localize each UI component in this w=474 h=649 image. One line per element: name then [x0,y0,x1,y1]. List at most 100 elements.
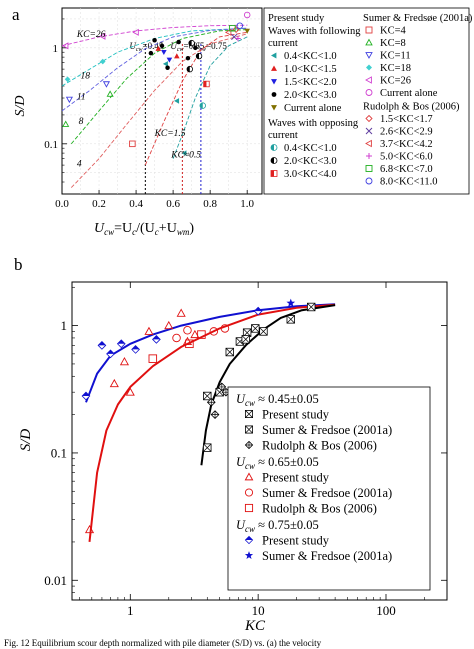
data-point [152,335,161,340]
legend-item-label: Current alone [284,103,342,114]
legend-marker [365,26,373,34]
legend-frame [227,386,431,591]
legend-item-label: 0.4<KC<1.0 [284,143,337,154]
legend-item-label: 5.0<KC<6.0 [380,152,433,163]
x-tick-label: 0.6 [166,198,180,210]
data-point [203,443,212,452]
legend-title: Sumer & Fredsøe (2001a) [363,13,473,24]
legend-item-label: KC=4 [380,26,407,37]
kc-label: 11 [77,92,86,102]
data-point [254,307,262,312]
legend-item-label: 3.0<KC<4.0 [284,169,337,180]
legend-marker [245,536,253,540]
data-point [62,120,70,127]
fit-curve [61,27,248,87]
data-point [211,410,219,419]
x-tick-label: 1 [127,603,134,618]
panel-a-y-axis-label: S/D [13,96,28,117]
x-tick-label: 0.0 [55,198,69,210]
x-tick-label: 100 [376,603,396,618]
legend-marker [366,153,372,159]
legend-title: Rudolph & Bos (2006) [363,102,460,113]
data-point [152,37,157,43]
data-point [243,11,251,19]
panel-a-kc-labels: KC=26 18 11 8 4 KC=1.5 KC≈0.5 [76,30,201,170]
legend-item-label: 1.5<KC<2.0 [284,77,337,88]
x-tick-label: 1.0 [240,198,254,210]
panel-b-plot-frame [71,281,448,601]
data-point [144,326,154,335]
data-point [174,98,180,104]
fit-curve [61,27,248,112]
legend-item-label: Current alone [380,88,438,99]
panel-a-x-axis-label: Ucw=Uc/(Uc+Uwm) [94,221,194,237]
data-point [193,45,198,51]
kc-label: 4 [77,160,82,170]
legend-item-label: Rudolph & Bos (2006) [262,439,377,453]
data-point [106,90,114,97]
velocity-line-label: Ucw=0.45 [129,41,163,53]
data-point [166,57,173,63]
data-point [172,333,181,343]
fit-curve [85,303,336,403]
fit-curve [61,24,248,47]
data-point [162,61,168,67]
legend-item-label: KC=18 [380,63,411,74]
panel-a-label: a [12,5,20,24]
data-point [106,350,115,354]
panel-a-plot-frame [61,7,263,195]
data-point [286,298,296,307]
data-point [117,339,126,344]
kc-label: KC=26 [76,30,106,40]
x-tick-label: 10 [252,603,265,618]
legend-item-label: 2.0<KC<3.0 [284,156,337,167]
x-axis-label-text: Ucw=Uc/(Uc+Uwm) [94,221,194,237]
kc-label: KC=1.5 [154,129,186,139]
data-point [159,43,165,49]
data-point [203,81,207,87]
data-point [199,102,203,109]
data-point [190,329,200,339]
y-tick-label: 1 [53,43,59,55]
data-point [197,330,206,339]
legend-marker [271,65,277,71]
y-tick-label: 0.1 [51,445,67,460]
legend-marker [245,425,253,434]
fit-curve [200,304,336,466]
data-point [185,55,191,61]
legend-item-label: Rudolph & Bos (2006) [262,502,377,516]
legend-marker [271,170,274,177]
data-point [131,345,140,350]
legend-marker [244,551,254,559]
data-point [84,524,95,534]
legend-item-label: Present study [262,534,330,548]
data-point [224,28,232,36]
data-point [181,150,187,156]
legend-marker [365,127,373,135]
data-point [64,76,71,83]
data-point [307,302,316,312]
panel-b-label: b [14,255,23,274]
data-point [165,65,170,70]
legend-item-label: KC=11 [380,51,411,62]
legend-marker [365,114,373,123]
legend-frame [263,7,470,195]
legend-marker [365,177,373,185]
panel-b-x-axis-label: KC [244,618,266,634]
legend-marker [365,76,372,84]
legend-item-label: 1.0<KC<1.5 [284,64,337,75]
data-point [186,66,190,72]
fit-curve [144,31,248,166]
panel-b-fit-curves [85,303,336,543]
panel-b-ticks: 1 10 100 0.01 0.1 1 [44,282,448,618]
data-point [235,35,241,42]
panel-b-y-axis-label: S/D [18,429,34,452]
panel-a: a 0.0 0.2 0.4 0.6 0.8 1.0 0.1 1 Ucw=0.45 Ucw=0.6… [12,5,473,237]
legend-marker [245,410,253,418]
x-tick-label: 0.8 [203,198,217,210]
legend-marker [271,92,277,97]
legend-marker [365,38,373,46]
